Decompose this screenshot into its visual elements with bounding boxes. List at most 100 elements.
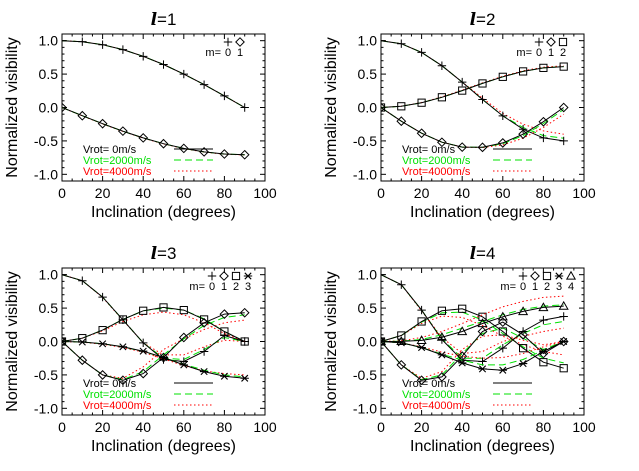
- data-point-m0: [417, 48, 426, 57]
- legend-marker-m3: [243, 272, 253, 280]
- data-point-m0: [417, 305, 426, 315]
- series-line-vrot-0-m1: [62, 312, 245, 381]
- y-tick-label: -1.0: [353, 166, 377, 182]
- x-axis-label: Inclination (degrees): [91, 204, 236, 221]
- title-degree-value: =1: [157, 10, 176, 29]
- data-point-m2: [519, 67, 528, 76]
- data-point-m0: [139, 52, 148, 61]
- x-tick-label: 100: [253, 419, 277, 435]
- series-line-vrot-2000-m3: [62, 341, 245, 378]
- data-point-m1: [436, 372, 447, 382]
- y-tick-label: -0.5: [34, 367, 58, 383]
- series-curves: [62, 270, 250, 386]
- data-point-m0: [220, 91, 229, 101]
- data-point-m0: [62, 36, 67, 45]
- data-point-m2: [179, 305, 188, 315]
- data-point-m0: [240, 103, 249, 112]
- series-line-vrot-0-m2: [381, 308, 564, 369]
- data-point-m2: [498, 72, 507, 81]
- x-tick-label: 60: [176, 185, 192, 201]
- legend-marker-m2: [231, 271, 241, 281]
- data-point-m1: [97, 370, 108, 380]
- x-tick-label: 20: [414, 419, 430, 435]
- data-point-m4: [416, 335, 427, 345]
- data-point-m1: [97, 118, 108, 129]
- data-point-m0: [539, 315, 548, 325]
- y-axis-label: Normalized visibility: [4, 271, 21, 411]
- chart-title: l=2: [470, 10, 496, 30]
- legend-marker-m1: [546, 37, 556, 47]
- data-point-m1: [538, 116, 549, 127]
- data-point-m1: [62, 102, 67, 113]
- legend-marker-m3: [554, 272, 564, 280]
- data-point-m4: [381, 336, 387, 346]
- y-tick-label: -1.0: [353, 400, 377, 416]
- y-tick-label: 0.5: [39, 300, 59, 316]
- legend-m-value: 2: [560, 47, 566, 59]
- legend-m-value: 0: [209, 281, 215, 293]
- data-point-m0: [518, 125, 528, 134]
- data-point-m1: [178, 332, 189, 343]
- x-tick-label: 80: [536, 419, 552, 435]
- data-point-m3: [62, 337, 67, 346]
- data-point-m0: [98, 40, 107, 49]
- data-point-m1: [497, 138, 508, 148]
- y-tick-label: 0.0: [358, 100, 378, 116]
- data-point-m1: [436, 137, 447, 148]
- legend-marker-m1: [530, 271, 540, 281]
- data-point-m1: [416, 128, 427, 139]
- data-point-m1: [138, 368, 149, 379]
- data-point-m3: [118, 343, 128, 351]
- data-point-m2: [559, 62, 568, 71]
- data-point-m0: [139, 338, 148, 348]
- data-point-m2: [478, 312, 487, 321]
- legend-m-prefix: m=: [189, 281, 205, 293]
- series-line-vrot-0-m2: [62, 306, 245, 342]
- title-degree-symbol: l: [470, 10, 477, 30]
- title-degree-value: =2: [476, 10, 495, 29]
- y-tick-label: 1.0: [39, 33, 59, 49]
- data-point-m2: [240, 337, 249, 346]
- y-axis-label: Normalized visibility: [4, 37, 21, 177]
- data-point-m1: [518, 329, 529, 340]
- data-point-m3: [240, 374, 249, 382]
- x-tick-label: 80: [217, 419, 233, 435]
- legend-marker-m4: [565, 270, 577, 280]
- series-line-vrot-0-m0: [381, 274, 564, 363]
- legend-rotation-label: Vrot= 0m/s: [83, 144, 137, 156]
- title-degree-value: =4: [476, 244, 495, 263]
- series-line-vrot-2000-m1: [381, 107, 564, 148]
- x-tick-label: 60: [495, 419, 511, 435]
- data-point-m0: [559, 312, 568, 321]
- series-line-vrot-0-m1: [62, 107, 245, 156]
- data-point-m0: [478, 357, 487, 366]
- x-tick-label: 0: [377, 419, 385, 435]
- legend-m-value: 1: [548, 47, 554, 59]
- legend-rotation-label: Vrot=2000m/s: [83, 155, 152, 167]
- y-axis-label: Normalized visibility: [323, 271, 340, 411]
- data-point-m2: [200, 315, 209, 324]
- x-tick-label: 100: [572, 185, 596, 201]
- legend-m-prefix: m=: [516, 47, 532, 59]
- chart-panel-3: l=30 20 40 60 80 100-1.0-0.50.00.51.0Inclinat…: [4, 244, 277, 455]
- data-point-m3: [498, 366, 507, 374]
- series-line-vrot-2000-m1: [62, 314, 245, 381]
- legend-m-value: 3: [556, 281, 562, 293]
- data-point-m4: [477, 318, 488, 328]
- series-line-vrot-0-m4: [381, 305, 564, 342]
- data-point-m4: [457, 326, 468, 336]
- series-curves: [381, 270, 569, 386]
- x-tick-label: 80: [536, 185, 552, 201]
- legend-m-value: 2: [544, 281, 550, 293]
- y-tick-label: -1.0: [34, 166, 58, 182]
- data-point-m2: [417, 98, 426, 107]
- series-line-vrot-0-m1: [381, 107, 564, 148]
- x-tick-label: 20: [95, 185, 111, 201]
- legend-m-value: 0: [536, 47, 542, 59]
- title-degree-value: =3: [157, 244, 176, 263]
- title-degree-symbol: l: [151, 10, 158, 30]
- x-tick-label: 100: [253, 185, 277, 201]
- data-point-m1: [381, 336, 386, 347]
- x-tick-label: 20: [414, 185, 430, 201]
